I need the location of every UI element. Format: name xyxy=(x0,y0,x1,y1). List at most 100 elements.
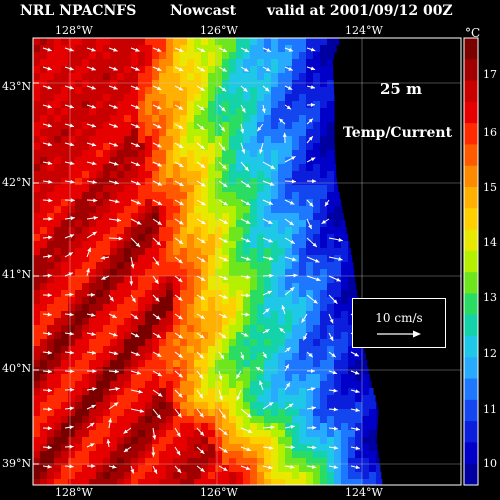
temperature-cell xyxy=(40,276,48,284)
temperature-cell xyxy=(54,220,62,228)
temperature-cell xyxy=(159,472,167,480)
temperature-cell xyxy=(75,388,83,396)
temperature-cell xyxy=(292,227,300,235)
temperature-cell xyxy=(229,150,237,158)
temperature-cell xyxy=(264,199,272,207)
temperature-cell xyxy=(236,297,244,305)
temperature-cell xyxy=(229,360,237,368)
temperature-cell xyxy=(54,451,62,459)
temperature-cell xyxy=(54,94,62,102)
temperature-cell xyxy=(138,87,146,95)
temperature-cell xyxy=(166,255,174,263)
current-vector xyxy=(152,47,162,52)
temperature-cell xyxy=(341,206,343,214)
temperature-cell xyxy=(222,409,230,417)
temperature-cell xyxy=(236,143,244,151)
temperature-cell xyxy=(47,388,55,396)
temperature-cell xyxy=(348,430,356,438)
temperature-cell xyxy=(257,171,265,179)
temperature-cell xyxy=(180,80,188,88)
temperature-cell xyxy=(131,45,139,53)
temperature-cell xyxy=(355,444,363,452)
temperature-cell xyxy=(348,451,356,459)
temperature-cell xyxy=(306,192,314,200)
temperature-cell xyxy=(117,311,125,319)
temperature-cell xyxy=(75,234,83,242)
temperature-cell xyxy=(152,367,160,375)
temperature-cell xyxy=(215,353,223,361)
temperature-cell xyxy=(68,430,76,438)
temperature-cell xyxy=(278,199,286,207)
current-vector xyxy=(108,66,118,71)
temperature-cell xyxy=(313,59,321,67)
temperature-cell xyxy=(117,129,125,137)
temperature-cell xyxy=(320,108,328,116)
temperature-cell xyxy=(68,444,76,452)
temperature-cell xyxy=(166,339,174,347)
temperature-cell xyxy=(229,52,237,60)
temperature-cell xyxy=(75,80,83,88)
temperature-cell xyxy=(306,66,314,74)
temperature-cell xyxy=(54,479,62,485)
temperature-cell xyxy=(145,73,153,81)
temperature-cell xyxy=(187,360,195,368)
temperature-cell xyxy=(180,283,188,291)
temperature-cell xyxy=(40,80,48,88)
temperature-cell xyxy=(75,108,83,116)
temperature-cell xyxy=(292,108,300,116)
temperature-cell xyxy=(271,339,279,347)
temperature-cell xyxy=(292,388,300,396)
temperature-cell xyxy=(264,178,272,186)
temperature-cell xyxy=(33,346,41,354)
temperature-cell xyxy=(292,360,300,368)
temperature-cell xyxy=(201,402,209,410)
temperature-cell xyxy=(166,213,174,221)
temperature-cell xyxy=(306,283,314,291)
temperature-cell xyxy=(124,269,132,277)
temperature-cell xyxy=(362,416,370,424)
temperature-cell xyxy=(271,66,279,74)
temperature-cell xyxy=(82,129,90,137)
temperature-cell xyxy=(103,213,111,221)
temperature-cell xyxy=(215,416,223,424)
temperature-cell xyxy=(341,367,349,375)
current-vector xyxy=(301,313,308,323)
temperature-cell xyxy=(68,150,76,158)
temperature-cell xyxy=(292,472,300,480)
temperature-cell xyxy=(215,66,223,74)
temperature-cell xyxy=(257,59,265,67)
temperature-cell xyxy=(54,395,62,403)
temperature-cell xyxy=(208,80,216,88)
temperature-cell xyxy=(327,465,335,473)
temperature-cell xyxy=(33,94,41,102)
temperature-cell xyxy=(89,255,97,263)
temperature-cell xyxy=(369,409,377,417)
temperature-cell xyxy=(187,220,195,228)
current-vector xyxy=(278,118,286,125)
temperature-cell xyxy=(243,38,251,46)
temperature-cell xyxy=(327,409,335,417)
temperature-cell xyxy=(278,185,286,193)
temperature-cell xyxy=(131,479,139,485)
temperature-cell xyxy=(89,38,97,46)
temperature-cell xyxy=(348,255,353,263)
temperature-cell xyxy=(194,290,202,298)
temperature-cell xyxy=(47,199,55,207)
temperature-cell xyxy=(243,430,251,438)
temperature-cell xyxy=(89,129,97,137)
temperature-cell xyxy=(96,80,104,88)
temperature-cell xyxy=(222,185,230,193)
temperature-cell xyxy=(180,276,188,284)
temperature-cell xyxy=(152,150,160,158)
temperature-cell xyxy=(334,339,342,347)
temperature-cell xyxy=(131,101,139,109)
temperature-cell xyxy=(222,472,230,480)
temperature-cell xyxy=(47,269,55,277)
temperature-cell xyxy=(166,416,174,424)
temperature-cell xyxy=(201,241,209,249)
temperature-cell xyxy=(61,332,69,340)
temperature-cell xyxy=(173,206,181,214)
temperature-cell xyxy=(299,360,307,368)
temperature-cell xyxy=(110,213,118,221)
temperature-cell xyxy=(82,416,90,424)
